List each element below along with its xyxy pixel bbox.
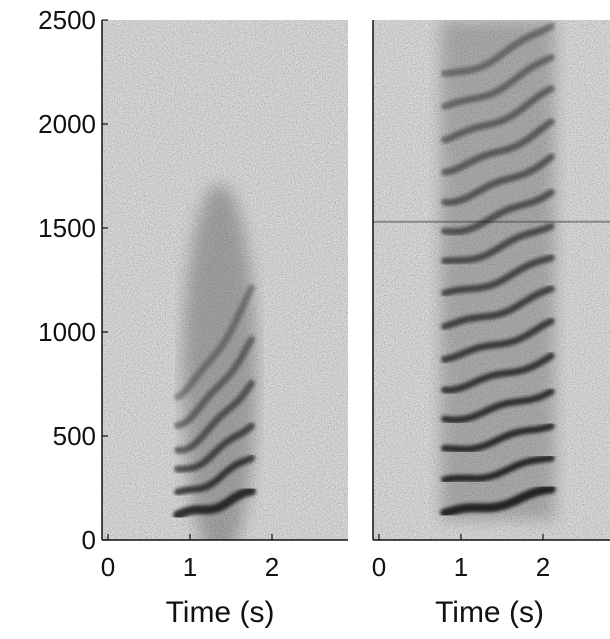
harmonic-2 [174, 454, 255, 496]
x-tick-label: 1 [454, 552, 468, 582]
harmonic-3 [174, 422, 255, 473]
harmonic-8 [441, 254, 555, 297]
x-tick-label: 2 [265, 552, 279, 582]
harmonic-1 [173, 486, 256, 520]
harmonic-15 [441, 22, 555, 78]
harmonic-14 [441, 54, 555, 110]
harmonic-5 [441, 352, 555, 394]
y-tick-label: 1500 [38, 213, 96, 243]
harmonic-2 [441, 454, 555, 484]
harmonic-1 [440, 484, 556, 518]
x-tick-label: 1 [183, 552, 197, 582]
harmonic-13 [441, 85, 555, 144]
y-tick-label: 2000 [38, 109, 96, 139]
x-tick-label: 0 [101, 552, 115, 582]
harmonic-3 [441, 422, 555, 453]
y-tick-label: 2500 [38, 5, 96, 35]
harmonic-6 [441, 317, 555, 363]
harmonic-4 [174, 379, 255, 454]
left-spectrogram-panel: 0 1 2 0 500 1000 1500 2000 2500 Time (s) [38, 5, 348, 629]
call-energy [182, 183, 257, 540]
harmonic-5 [174, 335, 255, 429]
harmonic-12 [441, 118, 555, 176]
y-tick-label: 500 [53, 421, 96, 451]
x-tick-label: 0 [372, 552, 386, 582]
x-axis-label: Time (s) [435, 596, 544, 629]
x-axis-label: Time (s) [166, 596, 275, 629]
harmonic-9 [441, 222, 555, 265]
harmonic-6 [174, 284, 255, 401]
spectrogram-content [173, 183, 257, 540]
harmonic-11 [441, 153, 555, 207]
harmonic-10 [441, 188, 555, 236]
right-spectrogram-panel: 0 1 2 Time (s) [372, 20, 610, 629]
y-tick-label: 1000 [38, 317, 96, 347]
x-tick-label: 2 [536, 552, 550, 582]
harmonic-4 [441, 388, 555, 424]
harmonic-7 [441, 285, 555, 330]
spectrogram-content [373, 20, 610, 520]
y-tick-label: 0 [82, 525, 96, 555]
